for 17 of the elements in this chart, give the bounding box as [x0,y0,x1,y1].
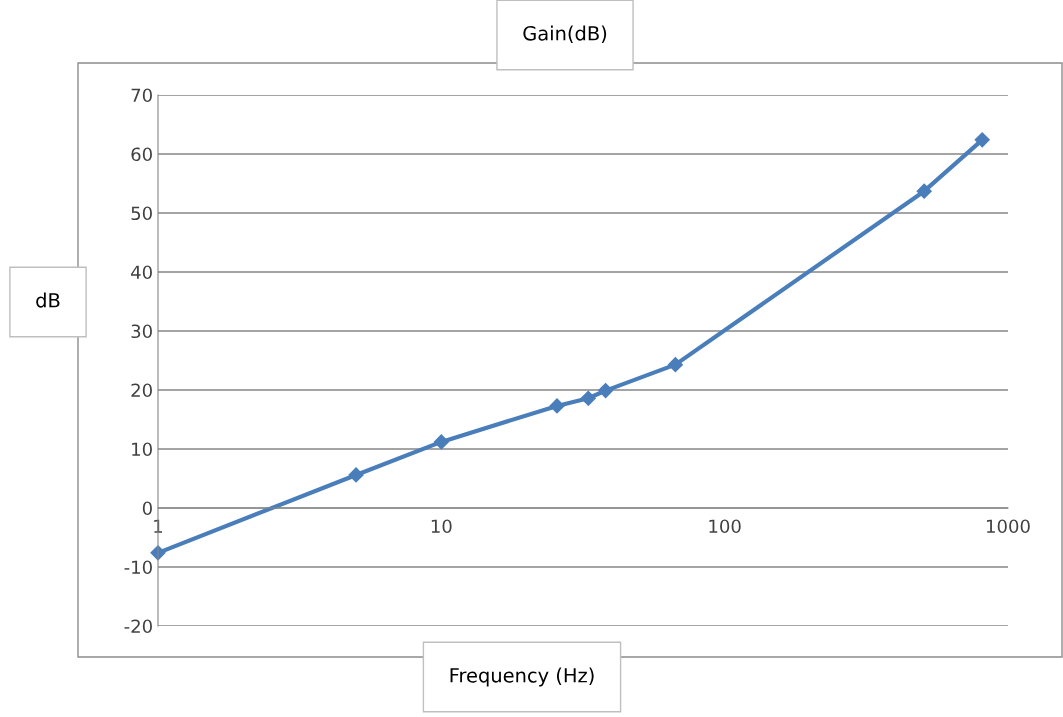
y-tick-label: 70 [131,88,152,103]
y-tick-label: 20 [131,383,152,398]
y-tick-label: 50 [131,206,152,221]
y-tick-label: 0 [142,501,152,516]
x-tick-label: 1 [154,519,163,533]
x-axis-title: Frequency (Hz) [450,667,594,687]
y-tick-label: -10 [124,560,152,575]
y-tick-label: -20 [124,619,152,634]
y-tick-label: 60 [131,147,152,162]
x-tick-label: 10 [431,519,452,534]
x-tick-label: 1000 [987,519,1030,534]
y-tick-label: 30 [131,324,152,339]
y-tick-label: 40 [131,265,152,280]
x-tick-label: 100 [709,519,741,534]
y-axis-title: dB [36,292,60,308]
chart-title: Gain(dB) [523,25,607,43]
y-tick-label: 10 [132,442,152,457]
